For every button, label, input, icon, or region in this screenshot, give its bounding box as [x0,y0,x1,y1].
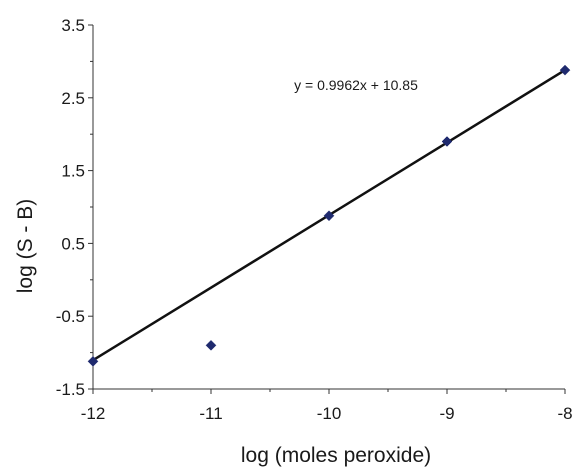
x-tick-label: -10 [317,404,342,423]
y-tick-label: -1.5 [56,380,85,399]
y-axis-title: log (S - B) [14,199,37,294]
data-point [323,210,335,222]
y-axis-ticks: 3.5 2.5 1.5 0.5 -0.5 -1.5 [56,16,93,399]
data-point [205,339,217,351]
x-tick-label: -11 [199,404,222,423]
data-point [559,64,571,76]
y-tick-label: 3.5 [61,16,85,35]
y-tick-label: -0.5 [56,307,85,326]
y-tick-label: 2.5 [61,89,85,108]
x-axis-title: log (moles peroxide) [241,444,431,467]
x-tick-label: -9 [439,404,454,423]
x-tick-label: -8 [557,404,572,423]
data-point [87,355,99,367]
y-tick-label: 1.5 [61,162,85,181]
data-points [87,64,571,367]
trendline-equation: y = 0.9962x + 10.85 [294,77,418,93]
data-point [441,136,453,147]
y-tick-label: 0.5 [61,234,85,253]
x-tick-label: -12 [81,404,106,423]
x-axis-ticks: -12 -11 -10 -9 -8 [81,389,573,423]
